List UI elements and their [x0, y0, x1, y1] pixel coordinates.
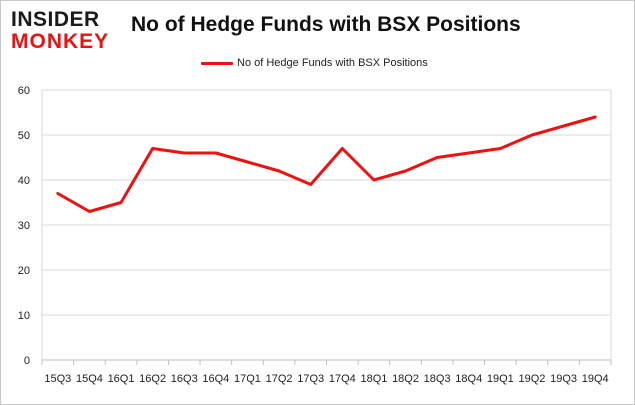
- x-tick-label: 17Q2: [266, 373, 293, 385]
- x-tick-label: 18Q2: [392, 373, 419, 385]
- x-tick-label: 15Q4: [76, 373, 103, 385]
- logo-line-monkey: MONKEY: [11, 30, 109, 51]
- y-tick-label: 0: [24, 355, 30, 367]
- chart-title: No of Hedge Funds with BSX Positions: [131, 13, 521, 36]
- x-tick-label: 17Q3: [297, 373, 324, 385]
- logo-line-insider: INSIDER: [11, 8, 100, 31]
- x-tick-label: 16Q2: [139, 373, 166, 385]
- x-tick-label: 17Q4: [329, 373, 356, 385]
- x-tick-label: 16Q4: [202, 373, 229, 385]
- y-tick-label: 20: [18, 265, 30, 277]
- y-tick-label: 40: [18, 175, 30, 187]
- legend-label: No of Hedge Funds with BSX Positions: [237, 57, 428, 69]
- chart-legend: No of Hedge Funds with BSX Positions: [201, 54, 428, 72]
- x-tick-label: 16Q1: [108, 373, 135, 385]
- y-tick-label: 60: [18, 85, 30, 97]
- x-tick-label: 18Q4: [455, 373, 482, 385]
- x-tick-label: 19Q4: [582, 373, 609, 385]
- x-tick-label: 19Q3: [550, 373, 577, 385]
- x-tick-label: 15Q3: [44, 373, 71, 385]
- x-tick-label: 19Q2: [519, 373, 546, 385]
- y-tick-label: 10: [18, 310, 30, 322]
- x-tick-label: 18Q1: [360, 373, 387, 385]
- y-tick-label: 50: [18, 130, 30, 142]
- series-line: [56, 115, 597, 213]
- x-tick-label: 16Q3: [171, 373, 198, 385]
- x-tick-label: 19Q1: [487, 373, 514, 385]
- insider-monkey-logo: INSIDER MONKEY: [11, 8, 109, 51]
- x-tick-label: 18Q3: [424, 373, 451, 385]
- y-tick-label: 30: [18, 220, 30, 232]
- legend-swatch: [201, 61, 233, 65]
- x-tick-label: 17Q1: [234, 373, 261, 385]
